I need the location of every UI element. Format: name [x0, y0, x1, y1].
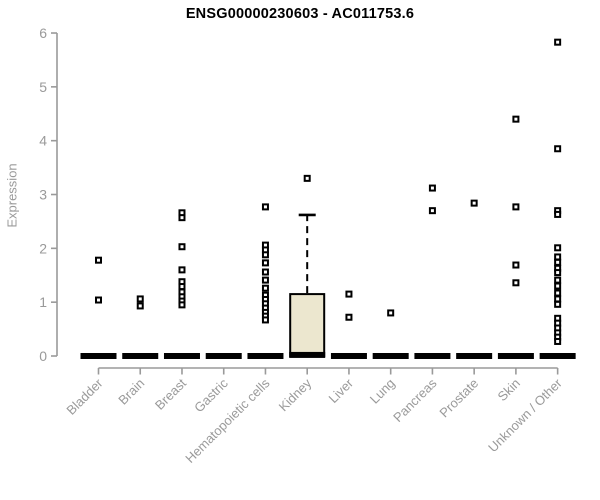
- category-tick-label: Brain: [115, 376, 147, 408]
- outlier-point: [554, 276, 562, 284]
- category-tick-label: Kidney: [276, 375, 315, 414]
- outlier-point: [512, 203, 520, 211]
- outlier-point: [470, 199, 478, 207]
- outlier-point: [178, 214, 186, 222]
- outlier-point: [554, 337, 562, 345]
- y-tick-label: 0: [39, 348, 47, 364]
- outlier-point: [512, 261, 520, 269]
- median-bar: [289, 351, 326, 358]
- outlier-point: [554, 258, 562, 266]
- outlier-point: [512, 279, 520, 287]
- outlier-point: [95, 296, 102, 304]
- outlier-point: [428, 207, 436, 215]
- outlier-point: [261, 284, 269, 292]
- category-tick-label: Skin: [495, 376, 523, 404]
- median-bar: [80, 353, 117, 359]
- y-tick-label: 6: [39, 25, 47, 41]
- outlier-point: [512, 115, 520, 123]
- outlier-point: [95, 256, 102, 264]
- median-bar: [497, 353, 534, 359]
- category-tick-label: Liver: [326, 375, 357, 406]
- outlier-point: [261, 259, 269, 267]
- outlier-point: [554, 269, 562, 277]
- category-tick-label: Bladder: [63, 375, 106, 418]
- outlier-point: [261, 203, 269, 211]
- outlier-point: [345, 313, 353, 321]
- outlier-point: [303, 174, 311, 182]
- median-bar: [205, 353, 242, 359]
- outlier-point: [136, 295, 144, 303]
- median-bar: [247, 353, 284, 359]
- median-bar: [539, 353, 576, 359]
- category-tick-label: Gastric: [191, 375, 231, 415]
- outlier-point: [554, 244, 562, 252]
- category-tick-label: Pancreas: [390, 375, 440, 425]
- outlier-point: [261, 316, 269, 324]
- outlier-point: [428, 184, 436, 192]
- outlier-point: [554, 145, 562, 153]
- outlier-point: [178, 266, 186, 274]
- outlier-point: [554, 210, 562, 218]
- category-tick-label: Unknown / Other: [485, 375, 565, 455]
- outlier-point: [554, 282, 562, 290]
- y-tick-label: 5: [39, 79, 47, 95]
- category-tick-label: Prostate: [436, 376, 481, 421]
- outlier-point: [178, 283, 186, 291]
- category-tick-label: Breast: [152, 375, 189, 412]
- outlier-point: [136, 302, 144, 310]
- median-bar: [372, 353, 409, 359]
- outlier-point: [387, 309, 395, 317]
- y-axis-title: Expression: [4, 163, 20, 228]
- y-tick-label: 1: [39, 294, 47, 310]
- outlier-point: [345, 290, 353, 298]
- category-tick-label: Lung: [367, 376, 398, 407]
- outlier-point: [178, 301, 186, 309]
- outlier-point: [554, 253, 562, 261]
- outlier-point: [554, 300, 562, 308]
- median-bar: [456, 353, 493, 359]
- outlier-point: [261, 276, 269, 284]
- outlier-point: [178, 243, 186, 251]
- y-tick-label: 2: [39, 240, 47, 256]
- median-bar: [330, 353, 367, 359]
- outlier-point: [554, 38, 562, 46]
- chart-title: ENSG00000230603 - AC011753.6: [185, 6, 415, 22]
- y-tick-label: 4: [39, 133, 47, 149]
- outlier-point: [554, 289, 562, 297]
- outlier-point: [261, 268, 269, 276]
- outlier-point: [554, 295, 562, 303]
- y-tick-label: 3: [39, 187, 47, 203]
- median-bar: [414, 353, 451, 359]
- box-rect: [289, 293, 326, 357]
- median-bar: [163, 353, 200, 359]
- outlier-point: [261, 251, 269, 259]
- median-bar: [122, 353, 159, 359]
